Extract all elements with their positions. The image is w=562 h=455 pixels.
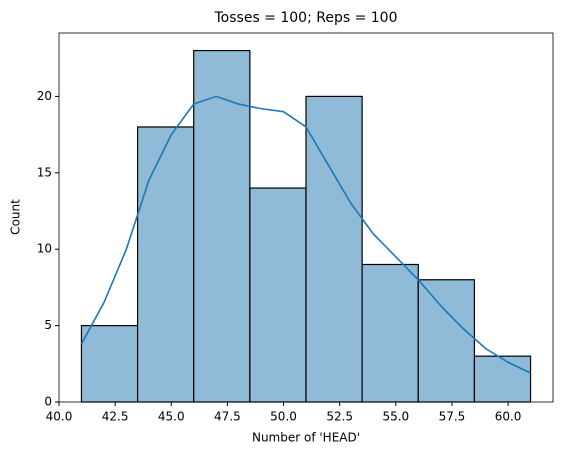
- x-tick-label: 47.5: [214, 410, 241, 424]
- y-tick-label: 0: [44, 395, 52, 409]
- bar: [193, 49, 251, 403]
- x-tick-label: 40.0: [46, 410, 73, 424]
- chart-title: Tosses = 100; Reps = 100: [214, 10, 398, 26]
- plot-frame: [58, 32, 554, 403]
- x-axis-label: Number of 'HEAD': [252, 431, 360, 445]
- bar: [473, 355, 532, 403]
- y-axis-label: Count: [9, 199, 23, 235]
- bar: [249, 187, 307, 403]
- bar: [305, 95, 363, 403]
- bar: [80, 325, 139, 403]
- x-tick-label: 52.5: [326, 410, 353, 424]
- x-tick-label: 60.0: [495, 410, 522, 424]
- x-tick-label: 50.0: [270, 410, 297, 424]
- y-tick-label: 15: [37, 165, 52, 179]
- x-tick-label: 42.5: [102, 410, 129, 424]
- x-tick-label: 45.0: [158, 410, 185, 424]
- y-tick-label: 5: [44, 318, 52, 332]
- y-tick-label: 20: [37, 89, 52, 103]
- bar: [136, 126, 195, 403]
- x-tick-label: 57.5: [439, 410, 466, 424]
- y-tick-label: 10: [37, 242, 52, 256]
- x-tick-label: 55.0: [382, 410, 409, 424]
- kde-line: [80, 95, 531, 374]
- bar: [417, 279, 476, 403]
- bar: [361, 263, 419, 403]
